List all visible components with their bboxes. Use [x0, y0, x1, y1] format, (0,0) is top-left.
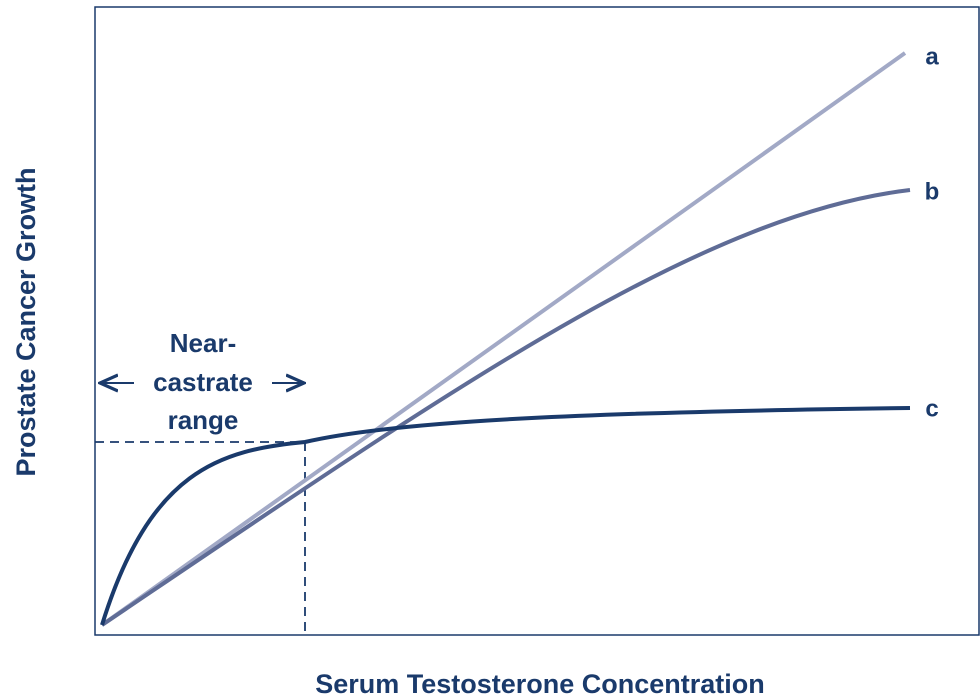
curve-label: c: [925, 395, 938, 422]
curve-label: b: [925, 178, 940, 205]
annotation-line: Near-: [170, 328, 236, 358]
annotation-line: castrate: [153, 367, 253, 397]
curve-label: a: [925, 43, 939, 70]
curve-a: [100, 51, 907, 627]
curve-b: [100, 188, 911, 627]
y-axis-label: Prostate Cancer Growth: [11, 167, 41, 476]
x-axis-label: Serum Testosterone Concentration: [315, 669, 765, 699]
annotation-line: range: [168, 405, 239, 435]
plot-frame: [94, 6, 980, 636]
curve-c: [100, 406, 911, 626]
